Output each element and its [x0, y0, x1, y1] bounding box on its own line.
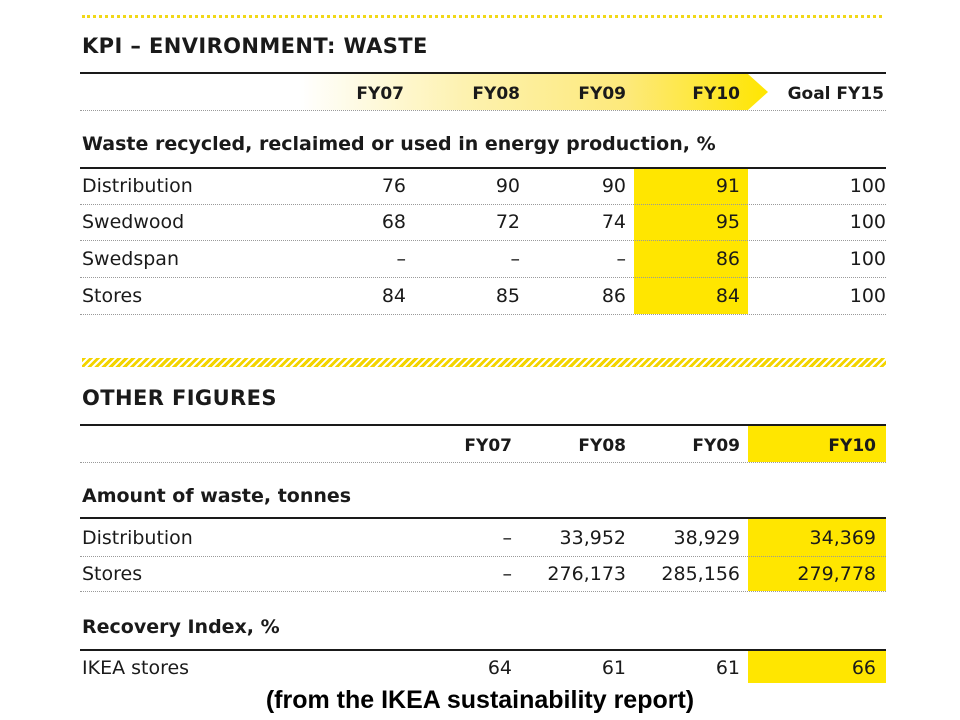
- waste-bottom-rule: [80, 591, 886, 592]
- kpi-cell: –: [616, 248, 627, 270]
- kpi-cell: 91: [715, 175, 740, 197]
- kpi-cell: 100: [849, 248, 886, 270]
- kpi-col-goal: Goal FY15: [787, 84, 884, 104]
- kpi-cell: 86: [715, 248, 740, 270]
- other-top-rule: [80, 424, 886, 426]
- kpi-cell: 95: [715, 211, 740, 233]
- recovery-cell: 61: [715, 657, 740, 679]
- waste-cell: 33,952: [559, 527, 626, 549]
- section-hatched-divider: [82, 358, 886, 367]
- kpi-cell: 90: [601, 175, 626, 197]
- kpi-top-rule: [80, 72, 886, 74]
- kpi-cell: 86: [601, 285, 626, 307]
- top-dotted-divider: [82, 15, 882, 18]
- kpi-col-fy07: FY07: [356, 84, 404, 104]
- kpi-cell: 68: [381, 211, 406, 233]
- waste-row-label: Stores: [82, 563, 143, 585]
- kpi-cell: 74: [601, 211, 626, 233]
- recovery-cell: 64: [487, 657, 512, 679]
- waste-cell: 38,929: [673, 527, 740, 549]
- kpi-cell: 100: [849, 175, 886, 197]
- kpi-cell: 100: [849, 285, 886, 307]
- other-col-fy07: FY07: [464, 436, 512, 456]
- kpi-col-fy09: FY09: [578, 84, 626, 104]
- other-col-fy09: FY09: [692, 436, 740, 456]
- kpi-subtitle: Waste recycled, reclaimed or used in ene…: [82, 133, 716, 155]
- recovery-fy10-highlight: [748, 651, 886, 683]
- other-col-fy08: FY08: [578, 436, 626, 456]
- kpi-row-label: Stores: [82, 285, 143, 307]
- kpi-bottom-rule: [80, 314, 886, 315]
- kpi-cell: 72: [495, 211, 520, 233]
- waste-fy10-highlight: [748, 519, 886, 591]
- waste-subtitle: Amount of waste, tonnes: [82, 485, 352, 507]
- kpi-title: KPI – ENVIRONMENT: WASTE: [82, 34, 428, 58]
- kpi-row-label: Distribution: [82, 175, 193, 197]
- recovery-cell: 66: [851, 657, 876, 679]
- kpi-row-rule: [80, 240, 886, 241]
- kpi-cell: 76: [381, 175, 406, 197]
- kpi-header-rule: [80, 110, 886, 111]
- waste-cell: 279,778: [797, 563, 876, 585]
- waste-cell: –: [502, 563, 513, 585]
- waste-row-label: Distribution: [82, 527, 193, 549]
- other-header-rule: [80, 462, 886, 463]
- kpi-col-fy08: FY08: [472, 84, 520, 104]
- kpi-row-rule: [80, 277, 886, 278]
- kpi-row-rule: [80, 204, 886, 205]
- other-title: OTHER FIGURES: [82, 386, 277, 410]
- other-fy10-header-highlight: [748, 426, 886, 462]
- kpi-cell: –: [396, 248, 407, 270]
- recovery-subtitle: Recovery Index, %: [82, 616, 280, 638]
- kpi-sub-rule: [80, 167, 886, 169]
- waste-cell: 34,369: [809, 527, 876, 549]
- kpi-fy10-highlight: [634, 169, 748, 314]
- kpi-cell: 90: [495, 175, 520, 197]
- kpi-cell: 84: [715, 285, 740, 307]
- recovery-row-label: IKEA stores: [82, 657, 190, 679]
- waste-row-rule: [80, 556, 886, 557]
- waste-cell: 285,156: [661, 563, 740, 585]
- recovery-cell: 61: [601, 657, 626, 679]
- kpi-col-fy10: FY10: [692, 84, 740, 104]
- source-caption: (from the IKEA sustainability report): [265, 686, 695, 714]
- kpi-row-label: Swedspan: [82, 248, 179, 270]
- kpi-cell: 85: [495, 285, 520, 307]
- kpi-cell: 84: [381, 285, 406, 307]
- waste-cell: –: [502, 527, 513, 549]
- kpi-row-label: Swedwood: [82, 211, 185, 233]
- other-col-fy10: FY10: [828, 436, 876, 456]
- recovery-sub-rule: [80, 649, 886, 651]
- waste-cell: 276,173: [547, 563, 626, 585]
- waste-sub-rule: [80, 517, 886, 519]
- kpi-cell: 100: [849, 211, 886, 233]
- kpi-header-arrow-band: [300, 74, 768, 110]
- kpi-cell: –: [510, 248, 521, 270]
